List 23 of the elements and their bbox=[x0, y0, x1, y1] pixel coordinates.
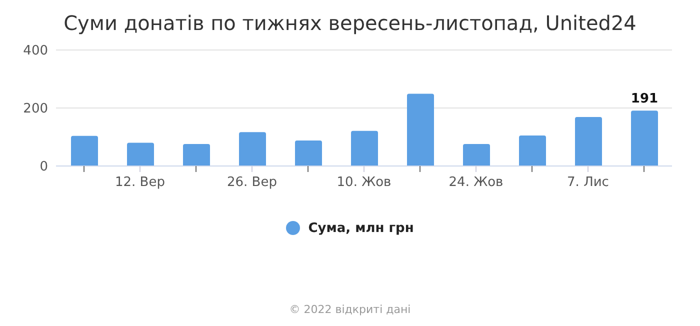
bar bbox=[519, 136, 546, 166]
bar bbox=[631, 110, 658, 166]
x-tick-label: 26. Вер bbox=[227, 175, 277, 190]
y-tick-label: 200 bbox=[23, 102, 48, 117]
text: © 2022 відкриті дані bbox=[288, 303, 412, 316]
bar bbox=[239, 132, 266, 166]
bar bbox=[407, 94, 434, 166]
bar bbox=[295, 140, 322, 166]
x-tick-label: 12. Вер bbox=[115, 175, 165, 190]
bar bbox=[575, 116, 602, 166]
chart-title: Суми донатів по тижнях вересень-листопад, United24 bbox=[62, 10, 638, 37]
bar bbox=[351, 130, 378, 166]
data-label: 191 bbox=[630, 92, 658, 107]
legend-label: Сума, млн грн bbox=[308, 220, 414, 236]
bar bbox=[71, 136, 98, 166]
bar bbox=[463, 144, 490, 166]
x-tick-label: 7. Лис bbox=[567, 175, 609, 190]
x-tick-label: 24. Жов bbox=[448, 175, 504, 190]
y-tick-label: 400 bbox=[23, 44, 48, 59]
bar bbox=[127, 142, 154, 166]
y-tick-label: 0 bbox=[40, 160, 48, 175]
x-tick-label: 10. Жов bbox=[336, 175, 392, 190]
bar bbox=[183, 144, 210, 166]
